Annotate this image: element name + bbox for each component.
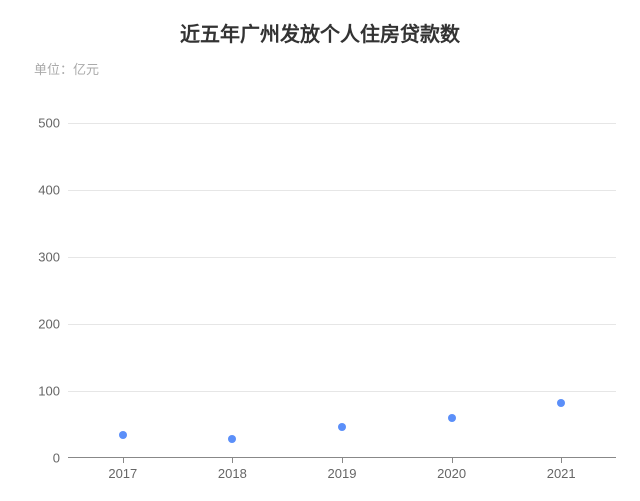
x-axis-label: 2018 [218,466,247,481]
y-axis-label: 200 [38,317,60,332]
chart-subtitle: 单位：亿元 [34,59,610,78]
y-axis-label: 300 [38,250,60,265]
y-axis-label: 500 [38,116,60,131]
data-point [448,414,456,422]
data-point [557,399,565,407]
x-tick [342,458,343,463]
y-axis-label: 0 [53,451,60,466]
gridline [68,257,616,258]
chart-title: 近五年广州发放个人住房贷款数 [30,18,610,47]
x-tick [452,458,453,463]
x-tick [232,458,233,463]
x-tick [123,458,124,463]
data-point [338,423,346,431]
data-point [119,431,127,439]
x-axis-label: 2019 [328,466,357,481]
x-tick [561,458,562,463]
x-axis-label: 2021 [547,466,576,481]
plot-area: 010020030040050020172018201920202021 [68,90,616,458]
x-axis-label: 2017 [108,466,137,481]
chart-container: 近五年广州发放个人住房贷款数 单位：亿元 0100200300400500201… [0,0,640,501]
gridline [68,190,616,191]
data-point [228,435,236,443]
y-axis-label: 400 [38,183,60,198]
y-axis-label: 100 [38,384,60,399]
gridline [68,123,616,124]
gridline [68,324,616,325]
gridline [68,391,616,392]
x-axis-label: 2020 [437,466,466,481]
